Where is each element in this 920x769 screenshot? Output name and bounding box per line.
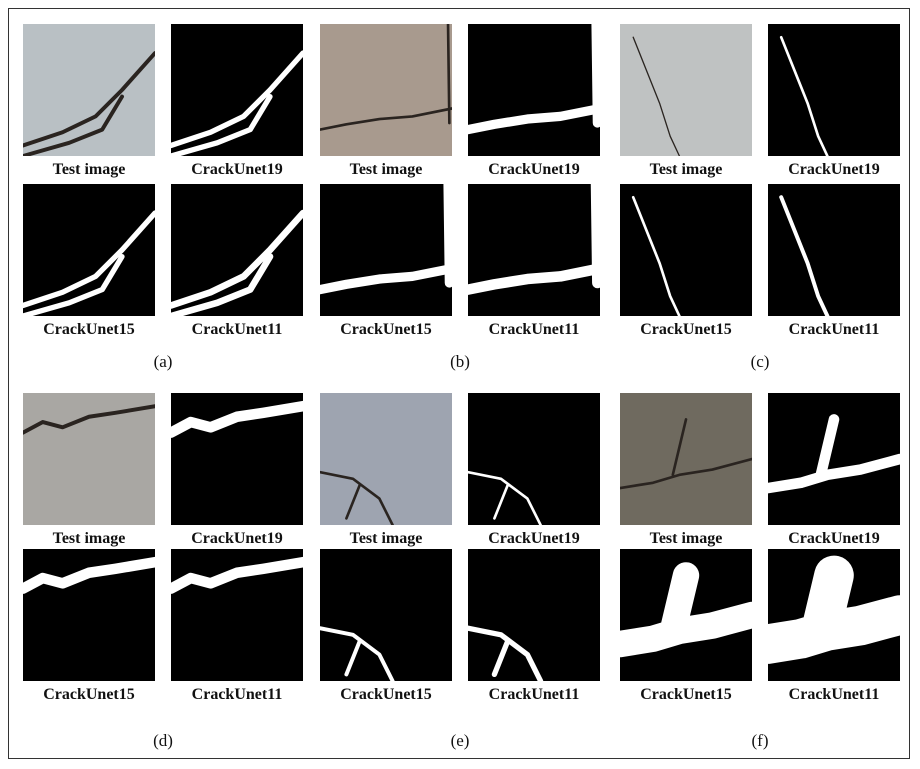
mask-background [620, 184, 752, 316]
crack-path [23, 404, 155, 435]
crack-path [468, 24, 600, 135]
image-caption: CrackUnet19 [788, 161, 880, 178]
crack-path [320, 470, 394, 525]
crack-path [23, 210, 155, 316]
image-caption: CrackUnet11 [488, 686, 580, 703]
crack-path [320, 184, 452, 295]
crack-path [23, 51, 155, 156]
segmentation-mask [620, 549, 752, 681]
image-caption: Test image [52, 530, 126, 547]
test-image-background [23, 393, 155, 525]
figure-frame [8, 8, 910, 759]
image-caption: Test image [349, 530, 423, 547]
crack-path [171, 209, 303, 316]
image-caption: CrackUnet15 [43, 321, 135, 338]
panel-label: (d) [153, 731, 173, 750]
panel-label: (a) [153, 352, 173, 371]
segmentation-mask [171, 393, 303, 525]
segmentation-mask [320, 549, 452, 681]
crack-path [171, 400, 303, 438]
segmentation-mask [23, 184, 155, 316]
image-caption: Test image [649, 530, 723, 547]
segmentation-mask [768, 549, 900, 681]
crack-path [171, 50, 303, 156]
image-caption: Test image [52, 161, 126, 178]
panel-label: (b) [450, 352, 470, 371]
test-image [320, 393, 452, 525]
crack-path [779, 195, 830, 316]
image-caption: CrackUnet11 [788, 321, 880, 338]
segmentation-mask [320, 184, 452, 316]
mask-background [468, 393, 600, 525]
panel-label: (f) [751, 731, 769, 750]
segmentation-mask [171, 184, 303, 316]
segmentation-mask [468, 24, 600, 156]
image-caption: CrackUnet19 [488, 161, 580, 178]
crack-path [768, 414, 900, 494]
test-image [620, 393, 752, 525]
image-caption: CrackUnet11 [788, 686, 880, 703]
crack-path [171, 556, 303, 594]
test-image [620, 24, 752, 156]
mask-background [768, 184, 900, 316]
image-caption: CrackUnet19 [191, 161, 283, 178]
crack-path [620, 418, 752, 490]
image-caption: CrackUnet15 [640, 321, 732, 338]
test-image-background [620, 24, 752, 156]
segmentation-mask [23, 549, 155, 681]
image-caption: Test image [349, 161, 423, 178]
image-caption: CrackUnet15 [340, 686, 432, 703]
image-caption: CrackUnet15 [340, 321, 432, 338]
segmentation-mask [768, 24, 900, 156]
image-caption: CrackUnet11 [191, 686, 283, 703]
crack-path [768, 555, 900, 664]
image-caption: CrackUnet19 [488, 530, 580, 547]
test-image [320, 24, 452, 156]
crack-path [632, 36, 681, 156]
mask-background [320, 184, 452, 316]
image-caption: CrackUnet19 [191, 530, 283, 547]
crack-path [320, 24, 452, 131]
segmentation-mask [620, 184, 752, 316]
test-image [23, 393, 155, 525]
test-image-background [320, 393, 452, 525]
image-caption: Test image [649, 161, 723, 178]
crack-path [468, 184, 600, 295]
segmentation-mask [171, 549, 303, 681]
crack-path [23, 556, 155, 594]
panel-label: (c) [750, 352, 770, 371]
mask-background [468, 24, 600, 156]
segmentation-mask [768, 393, 900, 525]
image-caption: CrackUnet11 [191, 321, 283, 338]
mask-background [320, 549, 452, 681]
test-image [23, 24, 155, 156]
test-image-background [620, 393, 752, 525]
segmentation-mask [468, 549, 600, 681]
segmentation-mask [171, 24, 303, 156]
segmentation-mask [468, 393, 600, 525]
crack-path [468, 470, 542, 525]
crack-path [620, 562, 752, 658]
image-caption: CrackUnet11 [488, 321, 580, 338]
crack-path [468, 625, 544, 681]
mask-background [768, 24, 900, 156]
mask-background [468, 184, 600, 316]
image-caption: CrackUnet19 [788, 530, 880, 547]
crack-path [631, 195, 681, 316]
panel-label: (e) [450, 731, 470, 750]
image-caption: CrackUnet15 [640, 686, 732, 703]
segmentation-mask [768, 184, 900, 316]
image-caption: CrackUnet15 [43, 686, 135, 703]
mask-background [468, 549, 600, 681]
segmentation-mask [468, 184, 600, 316]
crack-path [779, 35, 829, 156]
crack-path [320, 626, 395, 681]
test-image-background [320, 24, 452, 156]
